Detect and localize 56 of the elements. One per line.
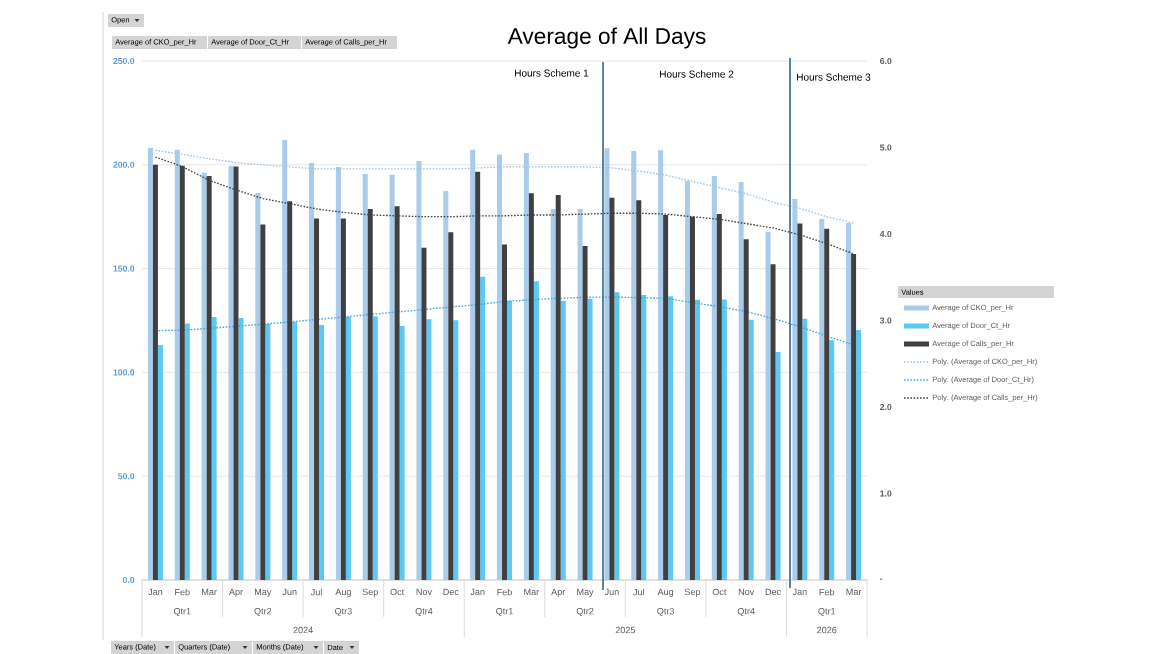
x-tick-label: Apr (551, 588, 566, 597)
x-tick-label: Mar (846, 588, 862, 596)
y-tick-label: 0.0 (122, 576, 135, 584)
text: Qtr3 (335, 607, 352, 617)
x-tick-label: Feb (497, 588, 512, 596)
annotation: Hours Scheme 2 (660, 70, 734, 78)
x-tick-label: Oct (712, 588, 727, 596)
x-tick-label: Feb (819, 588, 835, 596)
y-tick-label: 100.0 (113, 369, 135, 376)
x-tick-label: Feb (175, 588, 190, 596)
text: Qtr4 (737, 607, 755, 617)
y2-tick-label: 5.0 (879, 144, 892, 151)
x-tick-label: Mar (202, 588, 217, 596)
text: 2026 (817, 626, 837, 634)
annotation: Hours Scheme 3 (797, 73, 871, 81)
y2-tick-label: 6.0 (880, 57, 892, 65)
x-tick-label: Aug (335, 588, 351, 597)
x-tick-label: Apr (228, 588, 243, 597)
y2-tick-label: - (880, 578, 883, 580)
x-tick-label: Aug (657, 588, 674, 597)
x-tick-label: Jul (633, 588, 644, 596)
text: Qtr1 (496, 607, 513, 617)
x-tick-label: Nov (738, 588, 755, 596)
x-tick-label: Jun (282, 588, 297, 596)
text: Qtr1 (818, 607, 836, 617)
annotation: Hours Scheme 1 (515, 69, 589, 77)
x-tick-label: Nov (416, 588, 432, 596)
y2-tick-label: 1.0 (880, 490, 892, 497)
x-tick-label: Sep (684, 588, 701, 597)
x-tick-label: Mar (524, 588, 540, 596)
x-tick-label: Oct (390, 588, 405, 596)
x-tick-label: Dec (443, 588, 459, 596)
y2-tick-label: 2.0 (880, 403, 892, 411)
text: Qtr3 (657, 607, 675, 617)
x-tick-label: Jan (148, 588, 163, 596)
text: Qtr2 (576, 607, 594, 617)
x-tick-label: May (255, 588, 272, 597)
y-tick-label: 250.0 (113, 57, 135, 65)
text: 2024 (293, 626, 313, 634)
x-tick-label: Jul (310, 588, 322, 596)
y2-tick-label: 4.0 (879, 230, 892, 238)
x-tick-label: Dec (765, 588, 781, 596)
text: Qtr2 (254, 607, 272, 617)
text: 2025 (615, 626, 636, 634)
text: Qtr4 (415, 607, 433, 617)
chart-title: Average of All Days (507, 27, 706, 49)
x-tick-label: May (577, 588, 594, 597)
x-tick-label: Sep (362, 588, 378, 597)
y-tick-label: 150.0 (113, 265, 135, 272)
x-tick-label: Jan (792, 588, 807, 596)
text: Qtr1 (173, 607, 191, 617)
y2-tick-label: 3.0 (879, 317, 892, 324)
x-tick-label: Jun (604, 588, 619, 596)
y-tick-label: 50.0 (118, 473, 135, 480)
y-tick-label: 200.0 (113, 161, 135, 168)
x-tick-label: Jan (470, 588, 485, 596)
